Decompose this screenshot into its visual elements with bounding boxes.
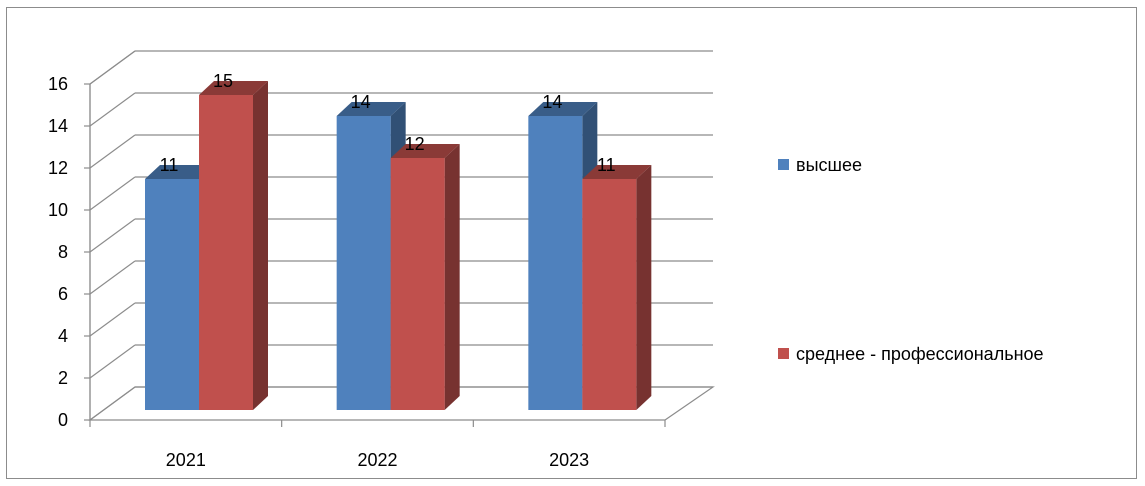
- legend: высшее среднее - профессиональное: [778, 155, 1044, 364]
- bar: [199, 81, 268, 410]
- data-labels: 11 15 14 12 14 11: [160, 71, 616, 175]
- gridline-side: [89, 386, 136, 421]
- legend-label-series-1: высшее: [796, 155, 862, 175]
- bar: [390, 144, 460, 410]
- bar-top: [145, 165, 214, 179]
- bar-front: [528, 116, 583, 410]
- x-tick-label: 2022: [357, 450, 397, 470]
- axes: [84, 83, 666, 427]
- y-tick-label: 2: [58, 368, 68, 388]
- x-tick-label: 2021: [166, 450, 206, 470]
- y-axis-tick-labels: 0 2 4 6 8 10 12 14 16: [48, 74, 68, 430]
- y-tick-label: 16: [48, 74, 68, 94]
- bar-front: [390, 158, 445, 410]
- bar-top: [199, 81, 268, 95]
- bar-front: [336, 116, 391, 410]
- x-axis-tick-labels: 2021 2022 2023: [166, 450, 589, 470]
- gridline-side: [89, 50, 136, 85]
- bar-front: [199, 95, 253, 410]
- legend-swatch-series-2: [778, 348, 789, 359]
- data-label: 14: [351, 92, 371, 112]
- data-label: 12: [405, 134, 425, 154]
- data-label: 15: [213, 71, 233, 91]
- legend-label-series-2: среднее - профессиональное: [796, 344, 1044, 364]
- x-tick-label: 2023: [549, 450, 589, 470]
- bar-side: [636, 165, 652, 410]
- bar-front: [582, 179, 637, 410]
- y-tick-label: 6: [58, 284, 68, 304]
- bar-top: [336, 102, 406, 116]
- gridline-side: [89, 344, 136, 379]
- bar-side: [253, 81, 268, 410]
- data-label: 11: [160, 155, 179, 175]
- bar-top: [390, 144, 460, 158]
- data-label: 14: [542, 92, 562, 112]
- y-tick-label: 12: [48, 158, 68, 178]
- bar-top: [528, 102, 598, 116]
- gridline-side: [89, 302, 136, 337]
- gridline-side: [89, 134, 136, 169]
- legend-swatch-series-1: [778, 159, 789, 170]
- bar-front: [145, 179, 199, 410]
- y-tick-label: 0: [58, 410, 68, 430]
- y-tick-label: 14: [48, 116, 68, 136]
- bars: [145, 81, 652, 410]
- gridline-side: [89, 92, 136, 127]
- bar-top: [582, 165, 652, 179]
- gridline-side: [89, 176, 136, 211]
- y-tick-label: 10: [48, 200, 68, 220]
- gridline-side: [89, 260, 136, 295]
- bar: [582, 165, 652, 410]
- data-label: 11: [597, 155, 616, 175]
- y-tick-label: 4: [58, 326, 68, 346]
- bar-side: [444, 144, 460, 410]
- gridline-side: [89, 218, 136, 253]
- y-tick-label: 8: [58, 242, 68, 262]
